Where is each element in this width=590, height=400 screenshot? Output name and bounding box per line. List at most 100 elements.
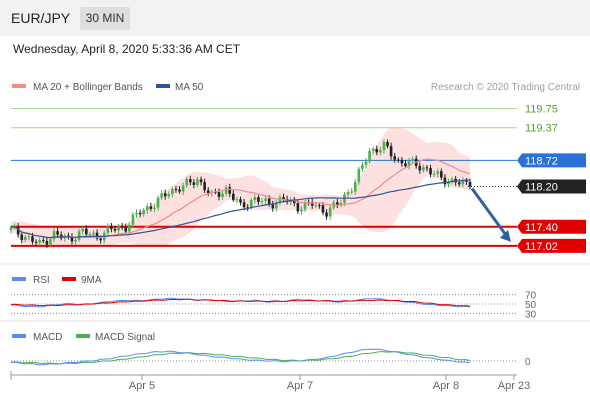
projection-arrow-shaft <box>470 187 510 239</box>
candle-body <box>85 228 88 235</box>
candle-body <box>174 189 178 191</box>
macd-tick-0: 0 <box>525 357 531 368</box>
candle-body <box>325 212 328 217</box>
ma50-legend-swatch <box>156 84 170 88</box>
candle-body <box>400 159 404 164</box>
candle-body <box>106 226 110 233</box>
candle-body <box>292 199 296 204</box>
candle-body <box>45 240 49 245</box>
candle-body <box>131 214 135 225</box>
macd-legend-swatch <box>12 334 26 338</box>
candle-body <box>192 182 196 185</box>
timeframe-button[interactable]: 30 MIN <box>80 7 130 30</box>
candle-body <box>235 199 239 201</box>
candle-body <box>296 203 300 212</box>
candle-body <box>411 158 414 161</box>
candle-body <box>257 197 260 202</box>
candle-body <box>99 238 102 241</box>
candle-body <box>167 194 171 197</box>
candle-body <box>328 207 332 217</box>
level-label-117.40: 117.40 <box>525 222 558 234</box>
macd-line <box>10 348 471 366</box>
candle-body <box>432 173 436 175</box>
ma20-legend-label: MA 20 + Bollinger Bands <box>33 82 143 93</box>
candle-body <box>404 163 407 167</box>
candle-body <box>81 228 85 232</box>
candle-body <box>346 192 350 195</box>
symbol-title: EUR/JPY <box>11 10 71 26</box>
candle-body <box>156 197 160 208</box>
candle-body <box>465 180 468 182</box>
candle-body <box>16 226 20 235</box>
candle-body <box>422 167 425 171</box>
candle-body <box>461 180 465 185</box>
candle-body <box>300 209 303 212</box>
candle-body <box>142 210 145 215</box>
candle-body <box>232 193 235 200</box>
candle-body <box>113 228 117 231</box>
candle-body <box>425 167 429 169</box>
candle-body <box>310 202 314 206</box>
candle-body <box>267 198 271 205</box>
candle-body <box>24 236 27 241</box>
candle-body <box>386 142 389 147</box>
candle-body <box>185 179 189 186</box>
candle-body <box>217 192 221 197</box>
level-tag-117.02 <box>517 238 586 253</box>
candle-body <box>336 202 339 205</box>
candle-body <box>203 182 206 191</box>
macd-signal-legend-label: MACD Signal <box>95 332 155 343</box>
chart-header: EUR/JPY 30 MIN <box>0 0 590 36</box>
candle-body <box>350 191 353 193</box>
ma50-line <box>10 179 471 239</box>
candle-body <box>74 239 77 242</box>
rsi-ma-legend-swatch <box>62 277 76 281</box>
ma20-line <box>10 158 471 239</box>
candle-body <box>56 231 59 235</box>
candle-body <box>9 227 13 230</box>
candle-body <box>77 231 81 240</box>
candle-body <box>450 178 454 183</box>
candle-body <box>199 179 203 183</box>
candle-body <box>224 187 228 194</box>
candle-body <box>27 236 31 238</box>
candle-body <box>49 239 52 245</box>
ma20-legend-swatch <box>12 84 26 88</box>
candle-body <box>128 224 131 232</box>
candle-body <box>149 206 153 209</box>
candle-body <box>95 232 99 239</box>
candle-body <box>153 207 156 209</box>
candle-body <box>41 240 45 242</box>
macd-pane: 0 <box>10 348 531 368</box>
candle-body <box>20 234 24 241</box>
candle-body <box>171 189 174 195</box>
candle-body <box>271 204 275 209</box>
level-tag-118.20 <box>517 179 586 194</box>
candle-body <box>440 171 443 178</box>
rsi-ma-legend-label: 9MA <box>81 275 102 286</box>
level-label-118.72: 118.72 <box>525 155 558 167</box>
rsi-legend-swatch <box>12 277 26 281</box>
candle-body <box>34 241 38 243</box>
candle-body <box>389 146 393 157</box>
candle-body <box>303 202 307 210</box>
candle-body <box>246 207 249 209</box>
level-tag-117.40 <box>517 219 586 234</box>
rsi-legend-label: RSI <box>33 275 50 286</box>
candle-body <box>206 190 210 194</box>
candle-body <box>117 226 120 231</box>
candle-body <box>249 200 253 208</box>
candle-body <box>70 236 74 242</box>
candle-body <box>393 156 396 160</box>
candle-body <box>371 148 375 152</box>
candle-body <box>375 148 379 153</box>
source-credit: Research © 2020 Trading Central <box>431 82 580 93</box>
candle-body <box>138 212 142 215</box>
candle-body <box>260 200 264 202</box>
candle-body <box>31 236 34 242</box>
macd-signal-legend-swatch <box>76 334 90 338</box>
timestamp: Wednesday, April 8, 2020 5:33:36 AM CET <box>13 42 241 56</box>
candle-body <box>275 202 278 209</box>
level-label-118.20: 118.20 <box>525 182 558 194</box>
